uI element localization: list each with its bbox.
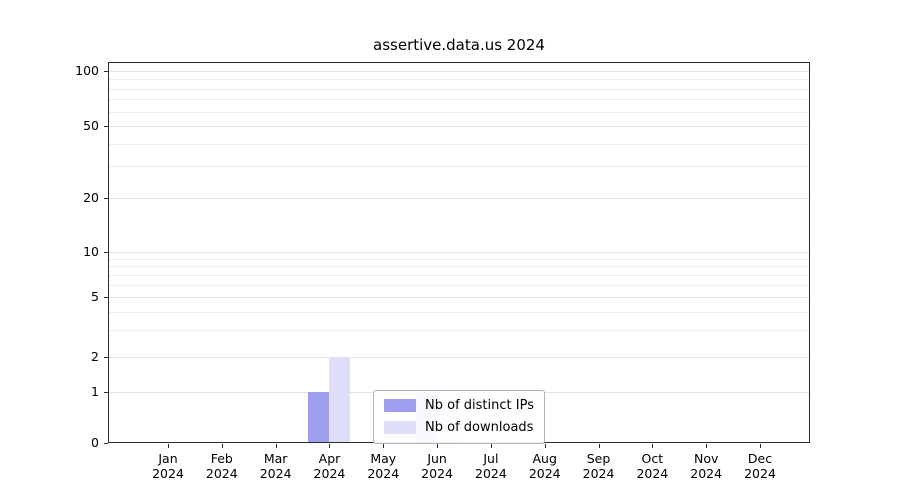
y-tick-label: 1 [91, 384, 99, 399]
x-tick-mark [760, 444, 761, 448]
chart-title: assertive.data.us 2024 [373, 36, 545, 54]
x-tick-label: Feb 2024 [205, 451, 238, 481]
minor-gridline [109, 275, 809, 277]
x-tick-label: Dec 2024 [744, 451, 776, 481]
bar-nb-of-distinct-ips [308, 392, 330, 442]
minor-gridline [109, 330, 809, 332]
bar-nb-of-downloads [329, 357, 351, 442]
y-tick-mark [104, 297, 108, 298]
y-tick-mark [104, 252, 108, 253]
x-tick-label: May 2024 [367, 451, 400, 481]
y-tick-mark [104, 198, 108, 199]
y-tick-label: 100 [75, 63, 99, 78]
y-tick-mark [104, 71, 108, 72]
x-tick-mark [168, 444, 169, 448]
legend-swatch-distinct-ips [384, 399, 417, 412]
x-tick-label: Aug 2024 [528, 451, 561, 481]
major-gridline [109, 297, 809, 298]
legend: Nb of distinct IPs Nb of downloads [373, 390, 545, 444]
major-gridline [109, 357, 809, 358]
minor-gridline [109, 258, 809, 260]
minor-gridline [109, 143, 809, 145]
x-tick-mark [329, 444, 331, 448]
minor-gridline [109, 311, 809, 313]
x-tick-label: Apr 2024 [313, 451, 346, 481]
x-tick-label: Mar 2024 [259, 451, 292, 481]
minor-gridline [109, 79, 809, 81]
x-tick-mark [544, 444, 546, 448]
y-tick-label: 5 [91, 289, 99, 304]
y-tick-mark [104, 126, 108, 127]
y-tick-mark [104, 443, 108, 444]
legend-item-distinct-ips: Nb of distinct IPs [384, 398, 534, 413]
y-tick-label: 2 [91, 349, 99, 364]
x-tick-mark [383, 444, 385, 448]
y-tick-label: 10 [83, 244, 99, 259]
x-tick-label: Sep 2024 [582, 451, 615, 481]
y-tick-mark [104, 357, 108, 358]
x-tick-label: Oct 2024 [636, 451, 669, 481]
x-tick-label: Jan 2024 [152, 451, 184, 481]
minor-gridline [109, 266, 809, 268]
y-tick-mark [104, 392, 108, 393]
legend-label-distinct-ips: Nb of distinct IPs [425, 398, 534, 413]
x-tick-label: Nov 2024 [690, 451, 723, 481]
y-tick-label: 50 [83, 118, 99, 133]
y-tick-label: 0 [91, 435, 99, 450]
x-tick-mark [221, 444, 223, 448]
x-tick-mark [490, 444, 492, 448]
x-tick-mark [706, 444, 708, 448]
minor-gridline [109, 111, 809, 113]
legend-swatch-downloads [384, 421, 417, 434]
minor-gridline [109, 285, 809, 287]
x-tick-mark [275, 444, 277, 448]
major-gridline [109, 126, 809, 127]
major-gridline [109, 252, 809, 253]
minor-gridline [109, 166, 809, 168]
minor-gridline [109, 88, 809, 90]
minor-gridline [109, 99, 809, 101]
x-tick-label: Jul 2024 [475, 451, 507, 481]
x-tick-mark [437, 444, 439, 448]
x-tick-mark [652, 444, 654, 448]
legend-label-downloads: Nb of downloads [425, 420, 534, 435]
legend-item-downloads: Nb of downloads [384, 420, 534, 435]
major-gridline [109, 198, 809, 199]
major-gridline [109, 71, 809, 72]
plot-area [108, 62, 810, 443]
x-tick-label: Jun 2024 [421, 451, 453, 481]
x-tick-mark [598, 444, 600, 448]
y-tick-label: 20 [83, 190, 99, 205]
